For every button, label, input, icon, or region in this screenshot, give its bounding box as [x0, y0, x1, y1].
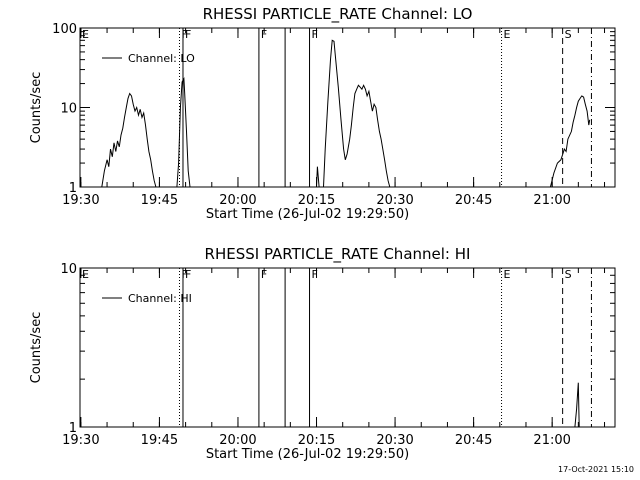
event-marker-label: E: [504, 28, 511, 41]
series-line: [574, 382, 580, 428]
y-tick-label: 100: [52, 22, 77, 37]
x-tick-label: 20:00: [219, 433, 256, 448]
y-tick-label: 10: [60, 262, 77, 277]
event-marker-label: E: [82, 28, 89, 41]
x-tick-label: 19:45: [141, 193, 178, 208]
x-tick-label: 20:30: [376, 433, 413, 448]
event-marker-label: F: [261, 28, 267, 41]
x-axis-label: Start Time (26-Jul-02 19:29:50): [206, 207, 409, 222]
event-marker-label: F: [181, 268, 187, 281]
panel-hi: RHESSI PARTICLE_RATE Channel: HI 1 10 19:30…: [29, 245, 616, 462]
series-line: [176, 76, 191, 188]
event-marker-label: F: [185, 268, 191, 281]
series-line: [549, 95, 591, 188]
event-marker-label: F: [185, 28, 191, 41]
x-axis-label: Start Time (26-Jul-02 19:29:50): [206, 447, 409, 462]
legend-label: Channel: LO: [128, 52, 195, 65]
y-tick-label: 10: [60, 102, 77, 117]
y-tick-label: 1: [69, 181, 77, 196]
y-axis-label: Counts/sec: [29, 72, 44, 144]
x-tick-label: 19:45: [141, 433, 178, 448]
x-tick-label: 20:15: [298, 193, 335, 208]
y-tick-label: 1: [69, 421, 77, 436]
x-tick-label: 20:15: [298, 433, 335, 448]
x-tick-label: 21:00: [533, 193, 570, 208]
event-marker-label: E: [504, 268, 511, 281]
event-marker-label: E: [82, 268, 89, 281]
legend-label: Channel: HI: [128, 292, 192, 305]
plot-frame: [79, 267, 616, 428]
x-tick-label: 19:30: [62, 193, 99, 208]
event-marker-label: F: [181, 28, 187, 41]
event-marker-label: F: [312, 268, 318, 281]
event-marker-label: S: [565, 268, 572, 281]
x-tick-label: 20:30: [376, 193, 413, 208]
x-tick-label: 20:00: [219, 193, 256, 208]
series-line: [101, 92, 157, 188]
event-marker-label: F: [312, 28, 318, 41]
event-marker-label: F: [261, 268, 267, 281]
series-line: [323, 39, 391, 188]
event-marker-label: S: [565, 28, 572, 41]
x-tick-label: 19:30: [62, 433, 99, 448]
chart-title: RHESSI PARTICLE_RATE Channel: LO: [203, 5, 473, 24]
series-line: [316, 166, 320, 188]
timestamp-label: 17-Oct-2021 15:10: [558, 465, 634, 474]
x-tick-label: 21:00: [533, 433, 570, 448]
chart-title: RHESSI PARTICLE_RATE Channel: HI: [205, 245, 471, 264]
x-tick-label: 20:45: [455, 193, 492, 208]
x-tick-label: 20:45: [455, 433, 492, 448]
y-axis-label: Counts/sec: [29, 312, 44, 384]
panel-lo: RHESSI PARTICLE_RATE Channel: LO 1 10 100 19…: [29, 5, 616, 222]
